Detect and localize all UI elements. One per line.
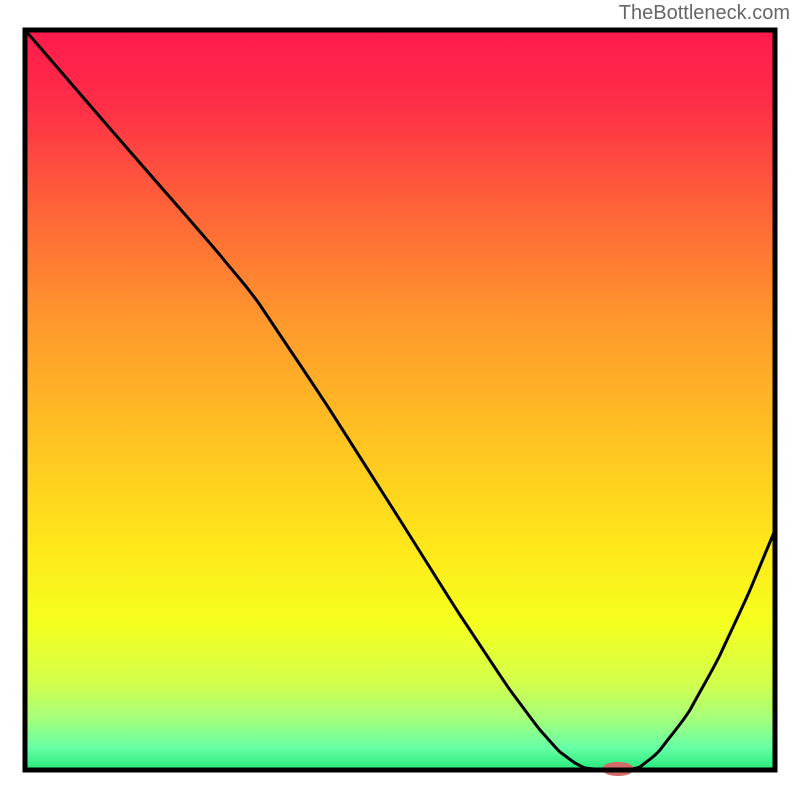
gradient-plot-area: [25, 30, 775, 770]
chart-container: TheBottleneck.com: [0, 0, 800, 800]
bottleneck-chart: [0, 0, 800, 800]
